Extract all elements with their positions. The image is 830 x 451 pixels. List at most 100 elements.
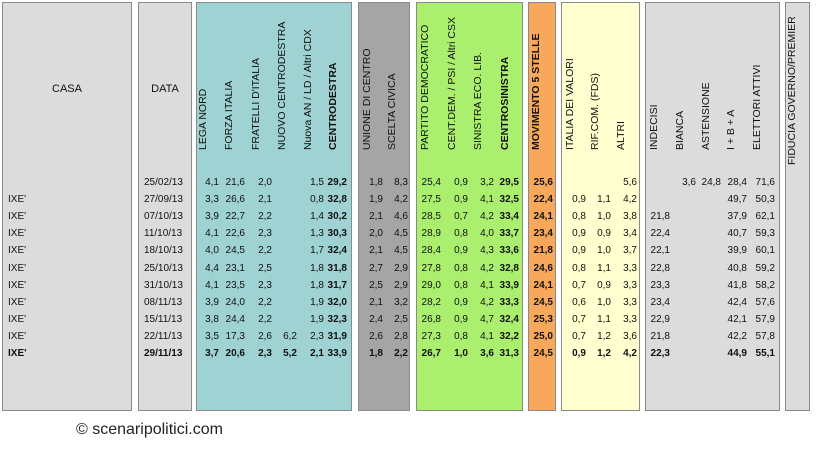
cell-fi: 22,6: [225, 228, 245, 240]
header-an: Nuova AN / LD / Altri CDX: [302, 29, 314, 150]
cell-iba: 49,7: [727, 194, 747, 206]
cell-altri: 3,3: [623, 313, 637, 325]
cell-data: 25/02/13: [144, 177, 183, 188]
cell-m5s: 24,6: [533, 262, 553, 274]
cell-data: 07/10/13: [144, 211, 183, 223]
header-bianca: BIANCA: [674, 110, 686, 150]
cell-cd: 0,9: [454, 313, 468, 325]
centro-panel: [358, 2, 410, 411]
cell-rif: 0,9: [597, 228, 611, 240]
cell-m5s: 25,0: [533, 330, 553, 342]
cell-pd: 28,4: [421, 245, 441, 257]
cell-cd: 0,9: [454, 177, 468, 188]
cell-lega: 3,5: [205, 330, 219, 342]
cell-cdx: 29,2: [327, 177, 347, 188]
cell-udc: 2,0: [369, 228, 383, 240]
cell-elett: 55,1: [755, 348, 775, 359]
cell-idv: 0,7: [572, 313, 586, 325]
casa-header: CASA: [52, 83, 82, 95]
cell-csx: 32,8: [499, 262, 519, 274]
cell-iba: 42,1: [727, 313, 747, 325]
cell-fdi: 2,3: [258, 279, 272, 291]
cell-rif: 1,1: [597, 313, 611, 325]
cell-casa: IXE': [8, 279, 27, 291]
cell-cd: 0,7: [454, 211, 468, 223]
cell-cdx: 32,0: [327, 296, 347, 308]
cell-data: 15/11/13: [144, 313, 183, 325]
cell-lega: 4,1: [205, 177, 219, 188]
cell-pd: 25,4: [421, 177, 441, 188]
cell-lega: 4,4: [205, 262, 219, 274]
cell-csx: 33,4: [499, 211, 519, 223]
cell-cd: 0,8: [454, 279, 468, 291]
cell-an: 0,8: [310, 194, 324, 206]
cell-fdi: 2,2: [258, 296, 272, 308]
header-fi: FORZA ITALIA: [223, 80, 235, 150]
cell-sc: 4,5: [394, 228, 408, 240]
header-m5s: MOVIMENTO 5 STELLE: [530, 33, 542, 150]
cell-idv: 0,7: [572, 279, 586, 291]
cell-data: 18/10/13: [144, 245, 183, 257]
cell-casa: IXE': [8, 296, 27, 308]
cell-rif: 1,1: [597, 194, 611, 206]
cell-sel: 4,7: [480, 313, 494, 325]
cell-fdi: 2,3: [258, 348, 272, 359]
cell-pd: 29,0: [421, 279, 441, 291]
cell-elett: 50,3: [755, 194, 775, 206]
cell-indecisi: 22,4: [650, 228, 670, 240]
cell-pd: 27,5: [421, 194, 441, 206]
cell-csx: 33,6: [499, 245, 519, 257]
cell-casa: IXE': [8, 330, 27, 342]
cell-an: 1,8: [310, 279, 324, 291]
cell-elett: 62,1: [755, 211, 775, 223]
cell-iba: 40,7: [727, 228, 747, 240]
cell-sc: 4,6: [394, 211, 408, 223]
cell-cdx: 33,9: [327, 348, 347, 359]
cell-m5s: 24,5: [533, 296, 553, 308]
cell-cd: 1,0: [454, 348, 468, 359]
cell-idv: 0,9: [572, 245, 586, 257]
cell-lega: 3,8: [205, 313, 219, 325]
cell-altri: 3,3: [623, 296, 637, 308]
header-altri: ALTRI: [615, 121, 627, 150]
cell-lega: 4,1: [205, 279, 219, 291]
cell-data: 27/09/13: [144, 194, 183, 206]
cell-sel: 4,1: [480, 330, 494, 342]
cell-iba: 39,9: [727, 245, 747, 257]
header-udc: UNIONE DI CENTRO: [361, 48, 373, 150]
cell-cdx: 32,3: [327, 313, 347, 325]
cell-fi: 23,1: [225, 262, 245, 274]
elettori-panel: [645, 2, 780, 411]
cell-rif: 1,0: [597, 245, 611, 257]
cell-indecisi: 22,3: [650, 348, 670, 359]
cell-an: 2,1: [310, 348, 324, 359]
cell-cd: 0,9: [454, 296, 468, 308]
cell-udc: 2,1: [369, 245, 383, 257]
cell-cd: 0,8: [454, 262, 468, 274]
cell-cdx: 32,4: [327, 245, 347, 257]
cell-fdi: 2,2: [258, 211, 272, 223]
cell-lega: 3,9: [205, 211, 219, 223]
cell-fi: 24,0: [225, 296, 245, 308]
cell-sel: 4,1: [480, 279, 494, 291]
cell-ast: 24,8: [701, 177, 721, 188]
data-header: DATA: [151, 83, 179, 95]
cell-indecisi: 22,9: [650, 313, 670, 325]
cell-elett: 58,2: [755, 279, 775, 291]
cell-data: 11/10/13: [144, 228, 183, 240]
cell-csx: 33,3: [499, 296, 519, 308]
cell-fi: 24,4: [225, 313, 245, 325]
header-ncd: NUOVO CENTRODESTRA: [276, 21, 288, 150]
cell-data: 31/10/13: [144, 279, 183, 291]
cell-elett: 59,2: [755, 262, 775, 274]
cell-altri: 4,2: [623, 194, 637, 206]
cell-sel: 4,3: [480, 245, 494, 257]
cell-casa: IXE': [8, 194, 27, 206]
cell-m5s: 22,4: [533, 194, 553, 206]
cell-cdx: 30,2: [327, 211, 347, 223]
cell-fi: 20,6: [225, 348, 245, 359]
cell-idv: 0,8: [572, 262, 586, 274]
cell-altri: 3,8: [623, 211, 637, 223]
cell-indecisi: 23,4: [650, 296, 670, 308]
cell-lega: 4,0: [205, 245, 219, 257]
